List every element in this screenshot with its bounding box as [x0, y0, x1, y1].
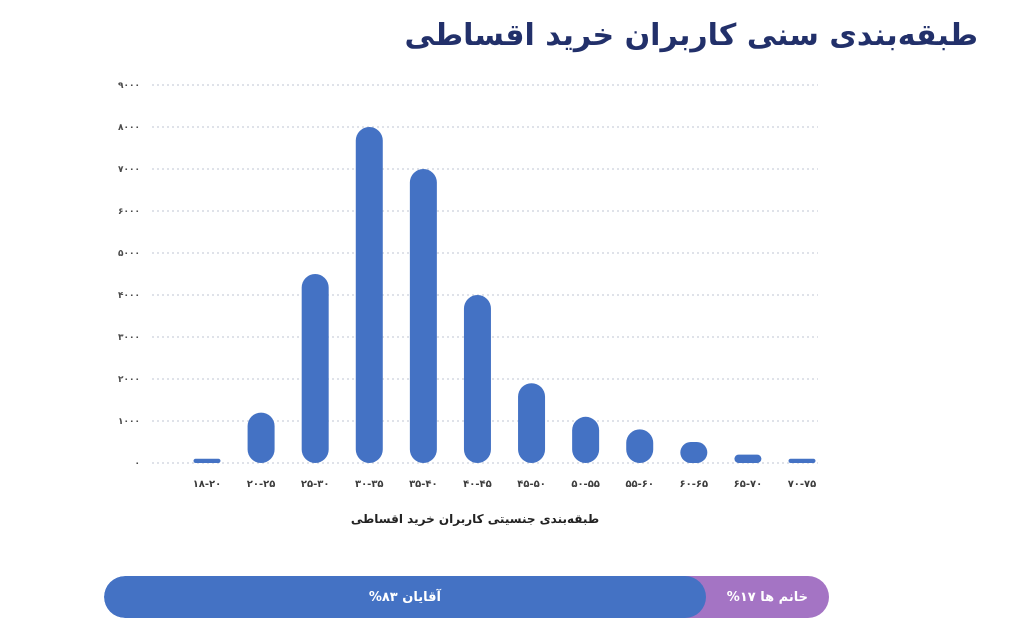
x-tick-label: ۳۵-۴۰ — [409, 479, 438, 490]
women-label: خانم ها ۱۷% — [726, 589, 808, 605]
x-tick-label: ۳۰-۳۵ — [355, 479, 384, 490]
x-tick-label: ۴۵-۵۰ — [517, 479, 546, 490]
bar — [193, 458, 221, 463]
bar — [409, 169, 437, 463]
x-tick-label: ۵۵-۶۰ — [625, 479, 654, 490]
bar — [463, 295, 491, 463]
x-axis-label: طبقه‌بندی جنسیتی کاربران خرید اقساطی — [350, 512, 600, 526]
x-tick-label: ۵۰-۵۵ — [571, 479, 600, 490]
bar — [572, 416, 600, 463]
y-tick-label: ۲۰۰۰ — [118, 375, 140, 385]
men-segment: آقایان ۸۳% — [104, 576, 706, 618]
bar — [680, 442, 708, 463]
x-tick-label: ۲۵-۳۰ — [301, 479, 330, 490]
y-axis-ticks: ۰ ۱۰۰۰ ۲۰۰۰ ۳۰۰۰ ۴۰۰۰ ۵۰۰۰ ۶۰۰۰ ۷۰۰۰ ۸۰۰۰ ۹۰۰۰ — [118, 81, 140, 469]
y-tick-label: ۰ — [135, 459, 141, 469]
bar — [355, 127, 383, 463]
y-tick-label: ۵۰۰۰ — [118, 249, 140, 259]
bar — [247, 412, 275, 463]
y-tick-label: ۶۰۰۰ — [118, 207, 140, 217]
chart-title: طبقه‌بندی سنی کاربران خرید اقساطی — [404, 18, 978, 53]
y-tick-label: ۹۰۰۰ — [118, 81, 140, 91]
y-tick-label: ۳۰۰۰ — [118, 333, 140, 343]
bar — [734, 454, 762, 463]
y-tick-label: ۴۰۰۰ — [118, 291, 140, 301]
x-axis-ticks: ۱۸-۲۰ ۲۰-۲۵ ۲۵-۳۰ ۳۰-۳۵ ۳۵-۴۰ ۴۰-۴۵ ۴۵-۵۰ ۵۰-۵۵… — [193, 479, 817, 490]
men-label: آقایان ۸۳% — [368, 589, 441, 605]
bar-chart: ۰ ۱۰۰۰ ۲۰۰۰ ۳۰۰۰ ۴۰۰۰ ۵۰۰۰ ۶۰۰۰ ۷۰۰۰ ۸۰۰۰ ۹۰۰۰ ۱۸… — [118, 81, 818, 490]
y-tick-label: ۸۰۰۰ — [118, 123, 140, 133]
y-tick-label: ۷۰۰۰ — [118, 165, 140, 175]
x-tick-label: ۱۸-۲۰ — [193, 479, 222, 490]
bars — [193, 127, 816, 463]
bar — [518, 383, 546, 463]
x-tick-label: ۷۰-۷۵ — [788, 479, 817, 490]
women-segment: خانم ها ۱۷% — [683, 576, 829, 618]
x-tick-label: ۲۰-۲۵ — [247, 479, 276, 490]
bar — [626, 429, 654, 463]
y-tick-label: ۱۰۰۰ — [118, 417, 140, 427]
bar — [301, 274, 329, 463]
x-tick-label: ۶۵-۷۰ — [734, 479, 763, 490]
grid-lines — [152, 84, 818, 464]
x-tick-label: ۶۰-۶۵ — [680, 479, 709, 490]
gender-split-bar: آقایان ۸۳% خانم ها ۱۷% — [104, 576, 829, 618]
bar — [788, 458, 816, 463]
x-tick-label: ۴۰-۴۵ — [463, 479, 492, 490]
